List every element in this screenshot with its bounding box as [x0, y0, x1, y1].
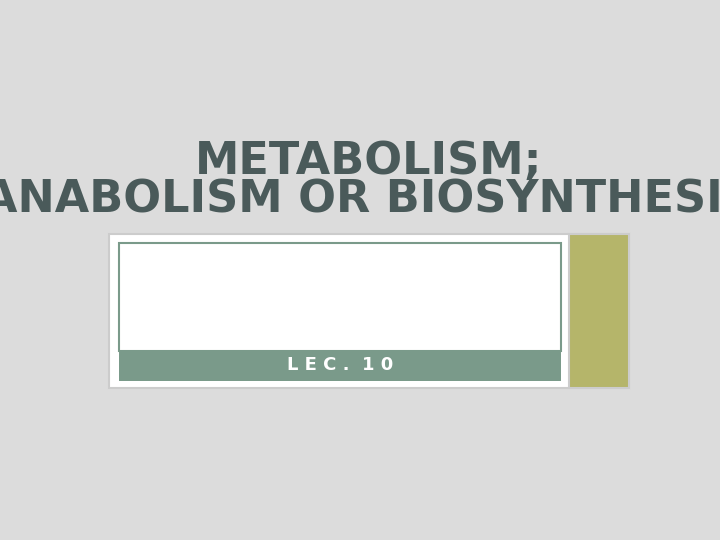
Bar	[569, 234, 629, 388]
Bar	[120, 244, 561, 351]
Text: ANABOLISM OR BIOSYNTHESIS: ANABOLISM OR BIOSYNTHESIS	[0, 178, 720, 221]
Text: L E C .  1 0: L E C . 1 0	[287, 356, 393, 374]
Bar	[109, 234, 629, 388]
Text: METABOLISM;: METABOLISM;	[195, 139, 543, 183]
Bar	[120, 350, 561, 381]
